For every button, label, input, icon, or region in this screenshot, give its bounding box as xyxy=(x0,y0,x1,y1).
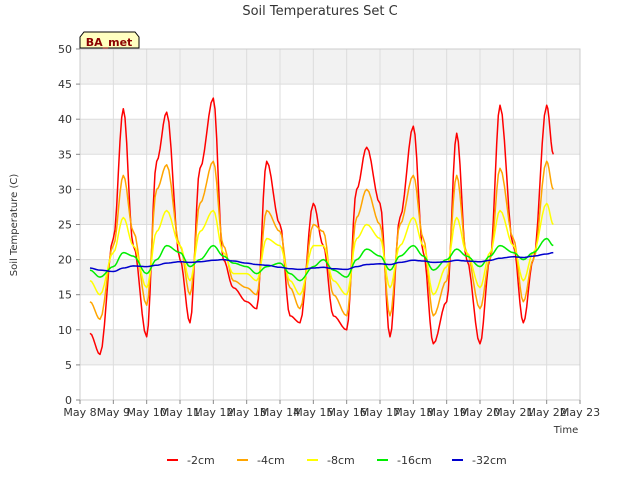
legend-label: -4cm xyxy=(257,454,285,467)
y-tick-label: 0 xyxy=(65,394,72,407)
y-tick-label: 25 xyxy=(58,219,72,232)
x-tick-label: May 8 xyxy=(63,406,96,419)
series-line-32cm xyxy=(89,251,554,273)
station-badge: BA_met xyxy=(79,31,140,49)
series-line-8cm xyxy=(89,202,554,296)
y-axis-label: Soil Temperature (C) xyxy=(9,174,20,277)
station-badge-shape xyxy=(79,31,140,49)
y-tick-label: 35 xyxy=(58,148,72,161)
background-band xyxy=(80,329,580,365)
x-tick-label: May 23 xyxy=(560,406,600,419)
x-tick-label: May 11 xyxy=(160,406,200,419)
y-axis-ticks: 0 5 10 15 20 25 30 35 40 45 50 xyxy=(58,43,80,407)
legend-label: -16cm xyxy=(397,454,432,467)
y-tick-label: 10 xyxy=(58,324,72,337)
x-tick-label: May 13 xyxy=(227,406,267,419)
x-tick-label: May 18 xyxy=(393,406,433,419)
series-line-4cm xyxy=(89,160,554,321)
legend-item-32cm: -32cm xyxy=(452,454,507,467)
station-badge-label: BA_met xyxy=(86,36,133,49)
series-line-16cm xyxy=(89,237,554,282)
chart-title: Soil Temperatures Set C xyxy=(242,4,397,19)
x-tick-label: May 19 xyxy=(427,406,467,419)
x-tick-label: May 21 xyxy=(493,406,533,419)
legend-label: -32cm xyxy=(472,454,507,467)
x-tick-label: May 14 xyxy=(260,406,300,419)
background-band xyxy=(80,49,580,85)
y-tick-label: 40 xyxy=(58,113,72,126)
legend-item-4cm: -4cm xyxy=(237,454,285,467)
y-tick-label: 20 xyxy=(58,254,72,267)
x-tick-label: May 12 xyxy=(193,406,233,419)
x-tick-label: May 9 xyxy=(97,406,130,419)
background-bands xyxy=(80,49,580,365)
y-tick-label: 15 xyxy=(58,289,72,302)
x-tick-label: May 17 xyxy=(360,406,400,419)
legend-item-16cm: -16cm xyxy=(377,454,432,467)
legend: -2cm -4cm -8cm -16cm -32cm xyxy=(167,454,507,467)
y-tick-label: 50 xyxy=(58,43,72,56)
legend-label: -8cm xyxy=(327,454,355,467)
series-lines xyxy=(89,97,555,356)
legend-item-8cm: -8cm xyxy=(307,454,355,467)
legend-label: -2cm xyxy=(187,454,215,467)
x-tick-label: May 20 xyxy=(460,406,500,419)
y-tick-label: 45 xyxy=(58,78,72,91)
x-tick-label: May 15 xyxy=(293,406,333,419)
y-tick-label: 30 xyxy=(58,183,72,196)
x-tick-label: May 10 xyxy=(127,406,167,419)
x-tick-label: May 22 xyxy=(527,406,567,419)
legend-item-2cm: -2cm xyxy=(167,454,215,467)
y-tick-label: 5 xyxy=(65,359,72,372)
x-axis-label: Time xyxy=(553,425,578,436)
x-tick-label: May 16 xyxy=(327,406,367,419)
